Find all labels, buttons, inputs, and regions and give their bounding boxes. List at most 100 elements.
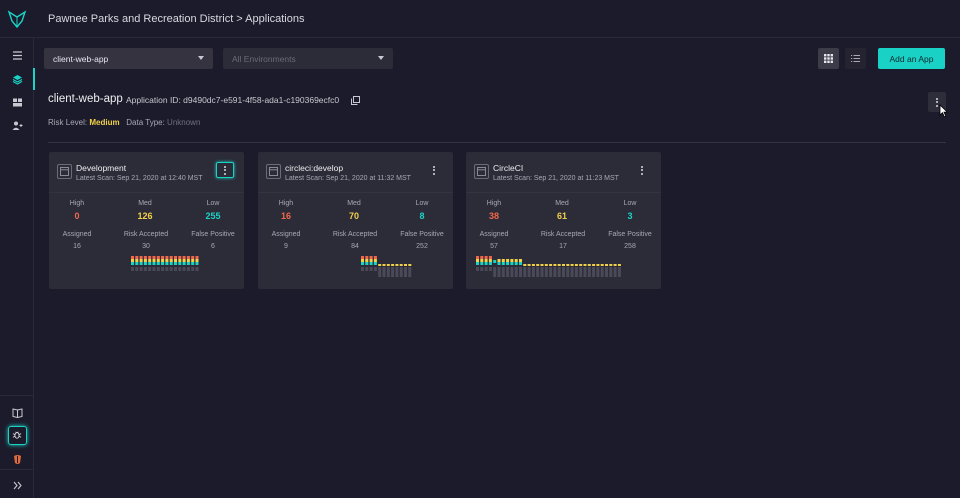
- history-bar[interactable]: [391, 264, 395, 277]
- history-bar[interactable]: [587, 264, 591, 277]
- grid-icon: [824, 54, 833, 63]
- history-bar[interactable]: [378, 264, 382, 277]
- environment-card[interactable]: CircleCI Latest Scan: Sep 21, 2020 at 11:…: [466, 152, 661, 289]
- history-bar[interactable]: [596, 264, 600, 277]
- history-bar[interactable]: [143, 256, 147, 271]
- high-stat: High 38: [469, 200, 519, 221]
- false-positive-stat: False Positive 6: [178, 231, 248, 250]
- history-bar[interactable]: [488, 256, 492, 271]
- false-positive-label: False Positive: [191, 231, 235, 238]
- environment-select[interactable]: All Environments: [223, 48, 393, 69]
- partner-logo-icon[interactable]: [0, 448, 34, 470]
- history-bar[interactable]: [161, 256, 165, 271]
- history-bar[interactable]: [361, 256, 364, 271]
- history-bar[interactable]: [570, 264, 574, 277]
- history-bar[interactable]: [139, 256, 143, 271]
- risk-accepted-count: 84: [351, 243, 359, 250]
- history-bar[interactable]: [579, 264, 583, 277]
- history-bar[interactable]: [574, 264, 578, 277]
- history-bar[interactable]: [178, 256, 182, 271]
- history-bar[interactable]: [135, 256, 139, 271]
- history-bar[interactable]: [191, 256, 195, 271]
- list-view-button[interactable]: [845, 48, 866, 69]
- med-count: 61: [556, 211, 567, 221]
- users-icon[interactable]: [0, 114, 34, 136]
- history-bar[interactable]: [408, 264, 412, 277]
- history-bar[interactable]: [562, 264, 565, 277]
- latest-scan: Latest Scan: Sep 21, 2020 at 11:32 MST: [285, 175, 411, 182]
- history-bar[interactable]: [501, 259, 505, 277]
- environment-card[interactable]: Development Latest Scan: Sep 21, 2020 at …: [49, 152, 244, 289]
- add-app-button[interactable]: Add an App: [878, 48, 945, 69]
- history-bar[interactable]: [169, 256, 173, 271]
- history-bar[interactable]: [583, 264, 587, 277]
- history-bar[interactable]: [480, 256, 484, 271]
- history-bar[interactable]: [536, 264, 540, 277]
- application-select[interactable]: client-web-app: [44, 48, 213, 69]
- card-divider: [258, 192, 453, 193]
- history-bar[interactable]: [395, 264, 399, 277]
- environment-name: Development: [76, 163, 127, 173]
- top-bar: Pawnee Parks and Recreation District > A…: [0, 0, 960, 38]
- latest-scan: Latest Scan: Sep 21, 2020 at 12:40 MST: [76, 175, 203, 182]
- history-bar[interactable]: [609, 264, 613, 277]
- history-bar[interactable]: [549, 264, 553, 277]
- history-bar[interactable]: [592, 264, 596, 277]
- dashboard-icon[interactable]: [0, 91, 34, 113]
- history-bar[interactable]: [514, 259, 518, 277]
- assigned-stat: Assigned 57: [459, 231, 529, 250]
- history-bar[interactable]: [131, 256, 134, 271]
- history-bar[interactable]: [484, 256, 488, 271]
- history-bar[interactable]: [557, 264, 561, 277]
- menu-icon[interactable]: [0, 44, 34, 66]
- history-bar[interactable]: [373, 256, 377, 271]
- history-bar[interactable]: [386, 264, 390, 277]
- history-bar[interactable]: [531, 264, 535, 277]
- grid-view-button[interactable]: [818, 48, 839, 69]
- history-bar[interactable]: [365, 256, 369, 271]
- more-vertical-icon: [641, 165, 643, 175]
- history-bar[interactable]: [152, 256, 156, 271]
- history-bar[interactable]: [613, 264, 617, 277]
- history-bar[interactable]: [566, 264, 570, 277]
- history-bar[interactable]: [600, 264, 604, 277]
- history-bar[interactable]: [369, 256, 373, 271]
- expand-icon[interactable]: [0, 474, 34, 496]
- card-more-button[interactable]: [216, 162, 234, 178]
- history-bar[interactable]: [182, 256, 186, 271]
- history-bar[interactable]: [186, 256, 190, 271]
- card-more-button[interactable]: [425, 162, 443, 178]
- history-bar[interactable]: [195, 256, 199, 271]
- history-bar[interactable]: [497, 259, 501, 277]
- assigned-count: 57: [490, 243, 498, 250]
- history-bar[interactable]: [553, 264, 557, 277]
- history-bar[interactable]: [148, 256, 152, 271]
- history-bar[interactable]: [617, 264, 621, 277]
- environment-card[interactable]: circleci:develop Latest Scan: Sep 21, 202…: [258, 152, 453, 289]
- bug-icon[interactable]: [0, 424, 34, 446]
- book-icon[interactable]: [0, 401, 34, 423]
- card-more-button[interactable]: [633, 162, 651, 178]
- history-bar[interactable]: [510, 259, 514, 277]
- layers-icon[interactable]: [0, 68, 35, 90]
- history-bar[interactable]: [519, 259, 522, 277]
- history-bar[interactable]: [404, 264, 407, 277]
- history-bar[interactable]: [156, 256, 160, 271]
- history-bar[interactable]: [527, 264, 531, 277]
- application-select-value: client-web-app: [53, 53, 109, 64]
- history-bar[interactable]: [605, 264, 608, 277]
- copy-icon[interactable]: [351, 96, 360, 105]
- history-bar[interactable]: [506, 259, 510, 277]
- history-bar[interactable]: [382, 264, 386, 277]
- history-bar[interactable]: [544, 264, 548, 277]
- brand-logo-icon[interactable]: [0, 0, 34, 38]
- history-bar[interactable]: [174, 256, 177, 271]
- history-bar[interactable]: [493, 260, 497, 277]
- data-type-label: Data Type:: [126, 118, 165, 127]
- history-bar[interactable]: [540, 264, 544, 277]
- history-bar[interactable]: [399, 264, 403, 277]
- history-bar[interactable]: [165, 256, 169, 271]
- assigned-count: 9: [284, 243, 288, 250]
- history-bar[interactable]: [523, 264, 527, 277]
- history-bar[interactable]: [476, 256, 479, 271]
